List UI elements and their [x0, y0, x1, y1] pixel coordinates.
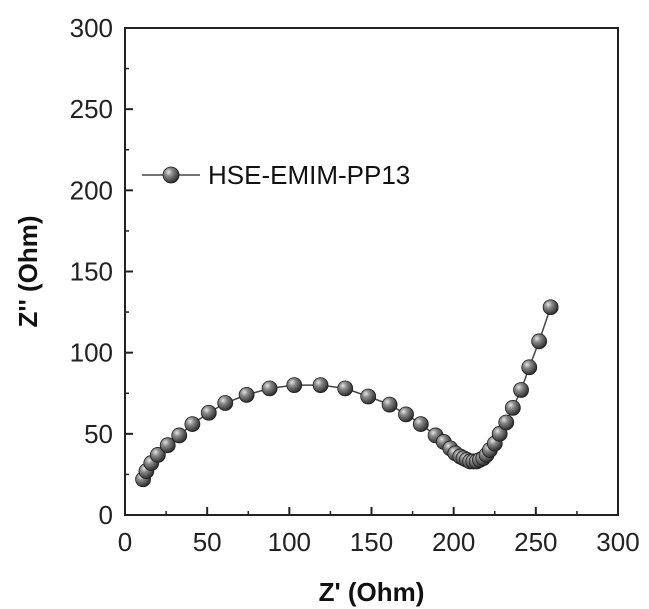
legend: HSE-EMIM-PP13 — [142, 160, 410, 190]
y-tick-label: 100 — [70, 338, 113, 368]
legend-label: HSE-EMIM-PP13 — [208, 160, 410, 190]
x-tick-label: 200 — [432, 527, 475, 557]
data-point — [521, 359, 538, 376]
x-tick-label: 100 — [268, 527, 311, 557]
y-tick-label: 200 — [70, 175, 113, 205]
axis-ticks — [124, 27, 619, 516]
y-tick-label: 300 — [70, 13, 113, 43]
data-point — [159, 437, 176, 454]
data-point — [498, 414, 515, 431]
data-point — [261, 380, 278, 397]
data-point — [381, 396, 398, 413]
data-point — [542, 299, 559, 316]
data-point — [149, 447, 166, 463]
data-point — [171, 427, 188, 444]
data-point — [238, 386, 255, 403]
x-axis-title: Z' (Ohm) — [319, 577, 425, 607]
x-tick-label: 300 — [596, 527, 639, 557]
data-point — [312, 377, 329, 394]
data-point — [217, 395, 234, 411]
x-tick-label: 50 — [193, 527, 222, 557]
x-tick-label: 250 — [514, 527, 557, 557]
data-point — [504, 399, 521, 416]
y-tick-label: 150 — [70, 257, 113, 287]
data-point — [398, 406, 414, 423]
data-point — [337, 380, 354, 397]
plot-border — [124, 27, 619, 516]
x-tick-labels: 0 50 100 150 200 250 300 — [118, 527, 640, 557]
y-tick-label: 0 — [99, 500, 113, 530]
data-point — [360, 388, 377, 405]
y-tick-label: 50 — [84, 419, 113, 449]
data-point — [531, 333, 548, 350]
y-tick-labels: 0 50 100 150 200 250 300 — [70, 13, 113, 530]
legend-marker — [162, 166, 180, 184]
data-point — [200, 404, 217, 421]
series-layer — [135, 299, 559, 488]
x-tick-label: 0 — [118, 527, 132, 557]
data-point — [286, 377, 303, 394]
y-tick-label: 250 — [70, 94, 113, 124]
y-axis-title: Z'' (Ohm) — [13, 215, 43, 327]
plot-frame — [124, 27, 619, 516]
data-point — [184, 416, 201, 432]
data-point — [412, 416, 429, 432]
x-tick-label: 150 — [350, 527, 393, 557]
data-point — [513, 382, 529, 398]
